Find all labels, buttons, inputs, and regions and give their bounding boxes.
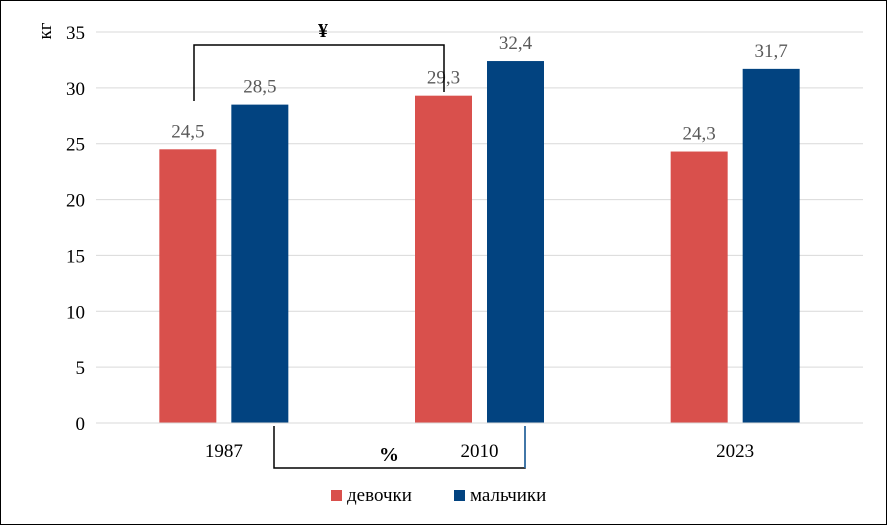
y-tick-label: 30 xyxy=(66,79,85,100)
bar xyxy=(487,61,544,423)
annotation-bottom-text: % xyxy=(379,444,399,466)
data-label: 24,3 xyxy=(683,124,716,145)
bar xyxy=(415,95,472,424)
y-tick-label: 20 xyxy=(66,191,85,212)
x-tick-label: 2010 xyxy=(461,441,499,462)
y-tick-label: 10 xyxy=(66,302,85,323)
y-axis-ticks: 0 5 10 15 20 25 30 35 xyxy=(66,23,85,435)
x-axis-ticks: 1987 2010 2023 xyxy=(205,441,754,462)
legend-swatch-boys xyxy=(454,490,465,501)
y-tick-label: 25 xyxy=(66,135,85,156)
legend-swatch-girls xyxy=(331,490,342,501)
data-label: 24,5 xyxy=(171,121,204,142)
y-tick-label: 0 xyxy=(76,414,86,435)
data-label: 31,7 xyxy=(755,41,788,62)
y-tick-label: 35 xyxy=(66,23,85,44)
gridlines xyxy=(96,31,863,368)
bars xyxy=(159,61,800,424)
y-tick-label: 15 xyxy=(66,246,85,267)
annotation-top-text: ¥ xyxy=(318,20,328,42)
data-labels: 24,528,5 29,332,424,331,7 xyxy=(171,33,788,144)
legend: девочки мальчики xyxy=(331,485,546,506)
bar xyxy=(670,151,728,423)
data-label: 28,5 xyxy=(243,77,276,98)
data-label: 32,4 xyxy=(499,33,533,54)
x-tick-label: 1987 xyxy=(205,441,243,462)
x-tick-label: 2023 xyxy=(716,441,754,462)
y-tick-label: 5 xyxy=(76,358,86,379)
bar xyxy=(159,149,217,424)
legend-label-boys: мальчики xyxy=(470,485,546,506)
bar xyxy=(231,104,289,423)
legend-label-girls: девочки xyxy=(347,485,412,506)
annotation-bracket-top xyxy=(193,44,445,101)
bar xyxy=(742,68,800,423)
y-axis-label: кг xyxy=(35,22,56,39)
